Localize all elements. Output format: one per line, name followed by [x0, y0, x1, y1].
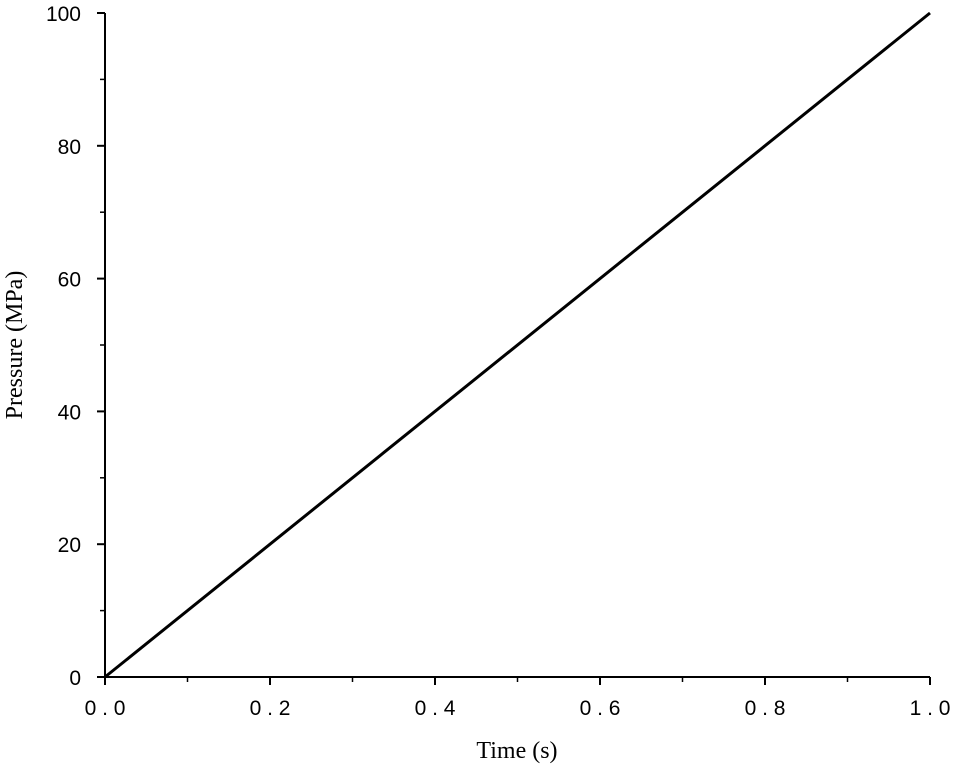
y-tick-label: 0	[69, 667, 81, 690]
y-axis-label: Pressure (MPa)	[2, 271, 28, 420]
y-tick-labels: 0 20 40 60 80 100	[46, 3, 81, 690]
y-tick-label: 100	[46, 3, 81, 26]
x-tick-label: 0 . 2	[250, 697, 291, 720]
y-tick-label: 80	[58, 136, 81, 159]
x-axis-label: Time (s)	[476, 738, 557, 764]
x-tick-labels: 0 . 0 0 . 2 0 . 4 0 . 6 0 . 8 1 . 0	[85, 697, 951, 720]
x-tick-label: 0 . 0	[85, 697, 126, 720]
x-tick-label: 0 . 4	[415, 697, 456, 720]
major-ticks	[97, 12, 931, 685]
y-tick-label: 40	[58, 401, 81, 424]
x-tick-label: 1 . 0	[910, 697, 951, 720]
y-tick-label: 20	[58, 534, 81, 557]
series-line	[104, 11, 931, 679]
series-layer	[104, 11, 931, 679]
y-tick-label: 60	[58, 269, 81, 292]
x-tick-label: 0 . 6	[580, 697, 621, 720]
x-tick-label: 0 . 8	[745, 697, 786, 720]
